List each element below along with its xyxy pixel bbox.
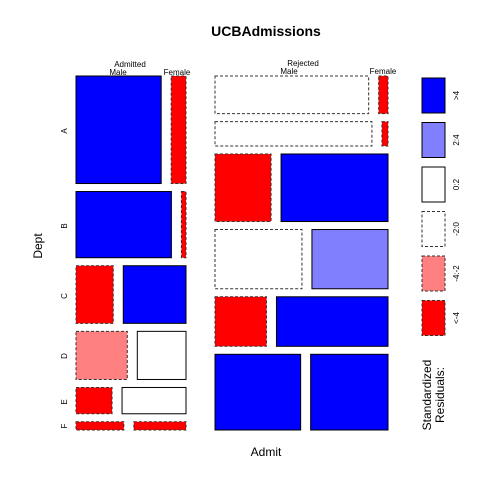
mosaic-tile-rejected-f-female [310, 353, 389, 431]
mosaic-tile-admitted-e-female [121, 386, 187, 415]
mosaic-tile-admitted-a-female [170, 75, 187, 185]
mosaic-tile-admitted-f-male [75, 421, 125, 431]
dept-label-e: E [60, 399, 69, 404]
gender-label-admitted-male: Male [109, 68, 127, 77]
mosaic-tile-admitted-b-male [75, 191, 172, 259]
dept-label-a: A [60, 128, 69, 134]
legend-swatch-0 [421, 77, 446, 114]
admit-label-admitted: Admitted [114, 60, 146, 69]
legend-title-line-1: Residuals: [433, 367, 447, 423]
legend-swatch-2 [421, 166, 446, 203]
mosaic-tile-admitted-d-male [75, 330, 128, 380]
mosaic-tile-admitted-a-male [75, 75, 162, 185]
gender-label-rejected-male: Male [280, 67, 298, 76]
gender-label-admitted-female: Female [164, 68, 191, 77]
legend-swatch-3 [421, 211, 446, 247]
y-axis-label: Dept [31, 233, 45, 259]
gender-label-rejected-female: Female [370, 67, 397, 76]
mosaic-tile-admitted-d-female [136, 330, 187, 380]
mosaic-tile-rejected-d-male [214, 229, 303, 290]
mosaic-tile-rejected-b-female [381, 121, 389, 147]
legend-label-3: -2:0 [452, 222, 461, 236]
mosaic-tile-rejected-c-female [280, 153, 389, 223]
dept-label-d: D [60, 353, 69, 359]
mosaic-tile-admitted-c-female [122, 265, 187, 324]
mosaic-tile-admitted-b-female [180, 191, 187, 259]
legend-title-line-0: Standardized [420, 360, 434, 431]
mosaic-tile-rejected-c-male [214, 153, 272, 223]
admit-label-rejected: Rejected [287, 59, 319, 68]
mosaic-tile-rejected-a-female [378, 75, 389, 115]
legend-label-0: >4 [452, 90, 461, 100]
legend-label-5: <-4 [452, 312, 461, 324]
chart-title: UCBAdmissions [211, 23, 321, 39]
dept-label-f: F [60, 423, 69, 428]
mosaic-tile-rejected-b-male [214, 121, 373, 147]
dept-label-b: B [60, 223, 69, 228]
legend-swatch-5 [421, 300, 446, 336]
mosaic-tile-admitted-e-male [75, 386, 113, 415]
mosaic-tile-rejected-d-female [311, 229, 389, 290]
legend-label-1: 2:4 [452, 134, 461, 146]
legend: >4 2:4 0:2 -2:0 -4:-2 <-4 Standardized Residual… [420, 77, 461, 431]
dept-label-c: C [60, 293, 69, 299]
mosaic-tile-admitted-f-female [133, 421, 187, 431]
mosaic-tiles [75, 75, 389, 431]
mosaic-tile-rejected-e-female [275, 296, 389, 347]
legend-label-2: 0:2 [452, 178, 461, 190]
legend-swatch-1 [421, 122, 446, 158]
mosaic-tile-rejected-f-male [214, 353, 302, 431]
mosaic-tile-rejected-a-male [214, 75, 370, 115]
mosaic-tile-rejected-e-male [214, 296, 267, 347]
legend-label-4: -4:-2 [452, 265, 461, 282]
legend-swatch-4 [421, 255, 446, 292]
mosaic-tile-admitted-c-male [75, 265, 114, 324]
x-axis-label: Admit [251, 445, 282, 459]
